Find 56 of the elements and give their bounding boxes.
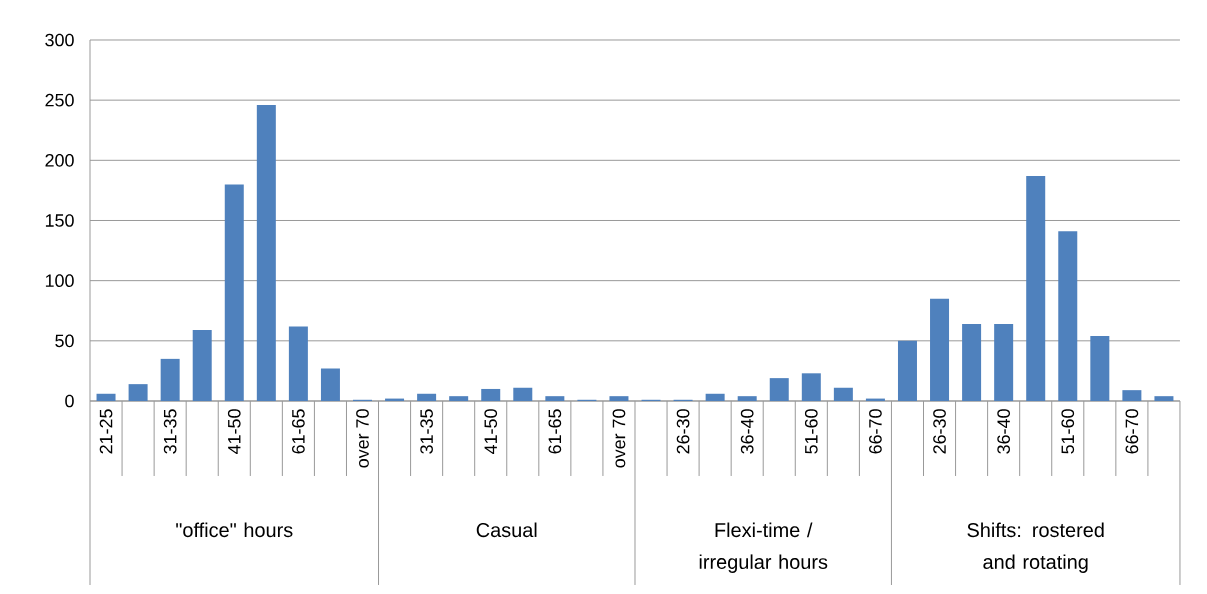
bar — [288, 326, 308, 401]
x-tick-label: 41-50 — [484, 409, 498, 454]
bar — [160, 358, 180, 401]
x-tick-label: 36-40 — [740, 409, 754, 454]
x-tick-label: 41-50 — [227, 409, 241, 454]
bar — [256, 104, 276, 401]
bar — [1058, 231, 1078, 401]
x-tick-label: 51-60 — [1061, 409, 1075, 454]
bar — [192, 329, 212, 401]
x-tick-label: 66-70 — [869, 409, 882, 454]
bar — [1154, 396, 1174, 401]
y-tick-label: 100 — [45, 274, 74, 287]
y-tick-label: 200 — [45, 153, 74, 167]
y-tick-label: 150 — [45, 214, 74, 227]
bar — [801, 373, 821, 401]
bar — [962, 323, 982, 401]
y-tick-label: 300 — [45, 33, 74, 47]
x-tick-label: 26-30 — [933, 409, 946, 454]
y-tick-label: 0 — [65, 394, 74, 408]
x-tick-label: 31-35 — [420, 409, 433, 454]
bar — [994, 323, 1014, 401]
x-tick-label: 26-30 — [676, 409, 690, 454]
bar — [1122, 390, 1142, 401]
bar — [96, 393, 116, 401]
text: Casual — [476, 522, 537, 538]
bar — [1026, 175, 1046, 401]
bar — [449, 396, 469, 401]
bar — [705, 393, 725, 401]
bar — [897, 340, 917, 401]
text: Flexi-time / irregular hours — [699, 522, 828, 573]
x-tick-label: 31-35 — [163, 409, 177, 454]
x-tick-label: 61-65 — [548, 409, 562, 454]
bar — [737, 396, 757, 401]
bar — [320, 368, 340, 401]
bar — [769, 378, 789, 401]
bar — [545, 396, 565, 401]
bar — [417, 393, 437, 401]
x-tick-label: over 70 — [356, 409, 369, 468]
bar — [481, 388, 501, 401]
x-tick-label: 61-65 — [292, 409, 305, 454]
x-tick-label: over 70 — [612, 409, 626, 468]
x-tick-label: 51-60 — [804, 409, 818, 454]
bar — [513, 387, 533, 401]
bar — [833, 387, 853, 401]
text: Shifts: rostered and rotating — [967, 522, 1104, 573]
text: "office" hours — [176, 522, 293, 538]
bar — [224, 184, 244, 401]
x-tick-label: 66-70 — [1125, 409, 1139, 454]
y-tick-label: 250 — [45, 93, 74, 107]
x-tick-label: 36-40 — [997, 409, 1010, 454]
bar — [1090, 336, 1110, 401]
bar — [930, 298, 950, 401]
bar — [128, 384, 148, 401]
bar — [609, 396, 629, 401]
y-tick-label: 50 — [55, 334, 74, 348]
x-tick-label: 21-25 — [99, 409, 113, 454]
